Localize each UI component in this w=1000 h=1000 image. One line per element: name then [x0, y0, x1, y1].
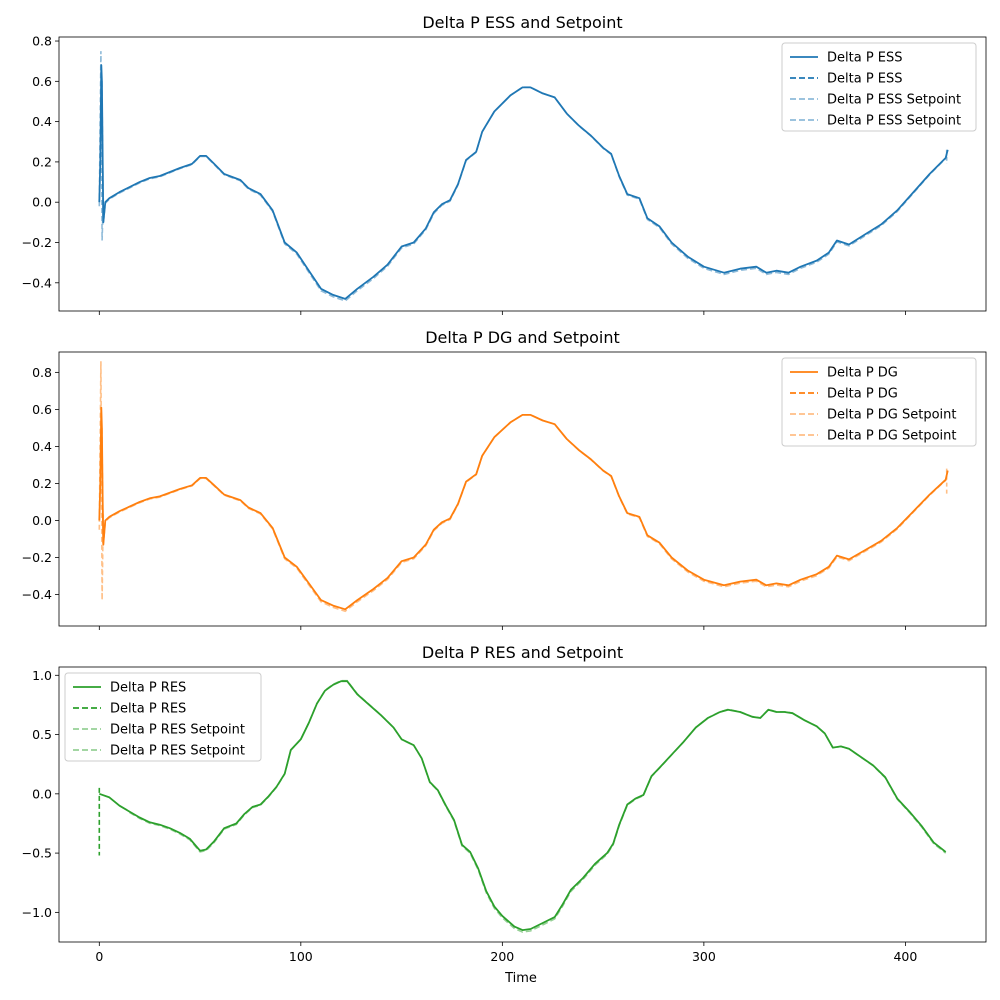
subplot-title: Delta P DG and Setpoint: [425, 328, 620, 347]
y-tick-label: 0.0: [32, 513, 52, 528]
legend-label: Delta P ESS Setpoint: [827, 93, 961, 108]
y-tick-label: −0.2: [22, 550, 52, 565]
y-tick-label: 0.5: [32, 727, 52, 742]
x-tick-label: 300: [692, 949, 716, 964]
plot-area: [98, 679, 947, 933]
y-tick-label: 0.4: [32, 439, 52, 454]
x-tick-label: 100: [289, 949, 313, 964]
y-tick-label: −1.0: [22, 905, 52, 920]
y-tick-label: −0.4: [22, 587, 52, 602]
legend: Delta P DG Delta P DG Delta P DG Setpoint D…: [781, 357, 977, 447]
legend-label: Delta P RES Setpoint: [110, 744, 245, 759]
subplot-2: Delta P DG and Setpoint −0.4 −0.2 0.0 0.2 0.4…: [22, 328, 987, 630]
x-axis-label: Time: [504, 971, 537, 986]
legend-label: Delta P DG Setpoint: [827, 429, 957, 444]
legend: Delta P RES Delta P RES Delta P RES Setpoi…: [64, 672, 262, 762]
x-tick-label: 400: [893, 949, 917, 964]
y-tick-label: 0.0: [32, 786, 52, 801]
legend-box: [64, 672, 262, 762]
main-series-line: [98, 64, 949, 300]
y-tick-label: 0.8: [32, 34, 52, 49]
legend-label: Delta P ESS: [827, 51, 903, 66]
main-series-line: [98, 406, 949, 611]
plot-area: [98, 361, 949, 613]
legend-box: [781, 42, 977, 132]
axes-frame: [58, 666, 987, 943]
x-tick-label: 0: [95, 949, 103, 964]
axes-frame: [58, 36, 987, 312]
subplot-1: Delta P ESS and Setpoint −0.4 −0.2 0.0 0.2 0.…: [22, 13, 987, 315]
y-tick-label: −0.5: [22, 846, 52, 861]
plot-area: [98, 51, 949, 302]
main-series-line: [98, 680, 947, 931]
legend-label: Delta P DG: [827, 366, 898, 381]
axes-frame: [58, 351, 987, 627]
y-tick-label: 1.0: [32, 668, 52, 683]
legend-label: Delta P DG Setpoint: [827, 408, 957, 423]
y-tick-label: 0.6: [32, 74, 52, 89]
legend-label: Delta P ESS Setpoint: [827, 114, 961, 129]
y-tick-label: 0.6: [32, 402, 52, 417]
y-tick-label: 0.2: [32, 476, 52, 491]
legend-label: Delta P RES Setpoint: [110, 723, 245, 738]
subplots: Delta P ESS and Setpoint −0.4 −0.2 0.0 0.2 0.…: [22, 13, 987, 964]
y-tick-label: 0.0: [32, 195, 52, 210]
legend-label: Delta P RES: [110, 702, 186, 717]
legend: Delta P ESS Delta P ESS Delta P ESS Setpoi…: [781, 42, 977, 132]
subplot-title: Delta P ESS and Setpoint: [422, 13, 622, 32]
subplot-title: Delta P RES and Setpoint: [422, 643, 623, 662]
y-tick-label: 0.2: [32, 154, 52, 169]
subplot-3: Delta P RES and Setpoint −1.0 −0.5 0.0 0.5 1.…: [22, 643, 987, 964]
legend-label: Delta P RES: [110, 681, 186, 696]
legend-box: [781, 357, 977, 447]
legend-label: Delta P ESS: [827, 72, 903, 87]
legend-label: Delta P DG: [827, 387, 898, 402]
y-tick-label: 0.4: [32, 114, 52, 129]
y-tick-label: 0.8: [32, 365, 52, 380]
y-tick-label: −0.2: [22, 235, 52, 250]
x-tick-label: 200: [490, 949, 514, 964]
y-tick-label: −0.4: [22, 275, 52, 290]
